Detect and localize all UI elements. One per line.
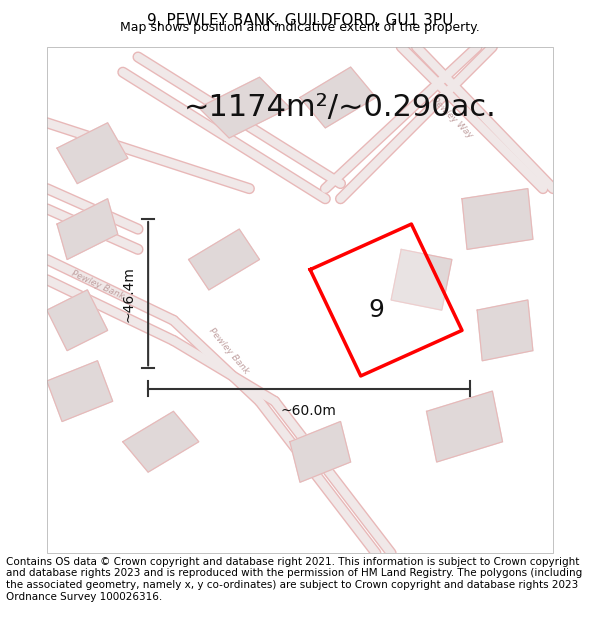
Text: ~60.0m: ~60.0m: [281, 404, 337, 418]
Polygon shape: [57, 122, 128, 184]
Polygon shape: [57, 199, 118, 259]
Text: ~46.4m: ~46.4m: [121, 266, 136, 322]
Polygon shape: [310, 224, 462, 376]
Polygon shape: [290, 421, 350, 482]
Polygon shape: [391, 249, 452, 310]
Polygon shape: [47, 361, 113, 421]
Polygon shape: [123, 411, 199, 472]
Polygon shape: [199, 78, 290, 138]
Text: 9: 9: [368, 298, 384, 322]
Polygon shape: [47, 290, 107, 351]
Polygon shape: [188, 229, 260, 290]
Text: Contains OS data © Crown copyright and database right 2021. This information is : Contains OS data © Crown copyright and d…: [6, 557, 582, 601]
Text: 9, PEWLEY BANK, GUILDFORD, GU1 3PU: 9, PEWLEY BANK, GUILDFORD, GU1 3PU: [147, 13, 453, 28]
Text: Map shows position and indicative extent of the property.: Map shows position and indicative extent…: [120, 21, 480, 34]
Text: Pewley Bank: Pewley Bank: [208, 326, 251, 376]
Polygon shape: [300, 67, 376, 128]
Polygon shape: [462, 189, 533, 249]
Polygon shape: [477, 300, 533, 361]
Text: Pewley Way: Pewley Way: [430, 96, 474, 140]
Text: Pewley Bank: Pewley Bank: [70, 269, 125, 301]
Text: ~1174m²/~0.290ac.: ~1174m²/~0.290ac.: [184, 93, 497, 122]
Polygon shape: [427, 391, 503, 462]
